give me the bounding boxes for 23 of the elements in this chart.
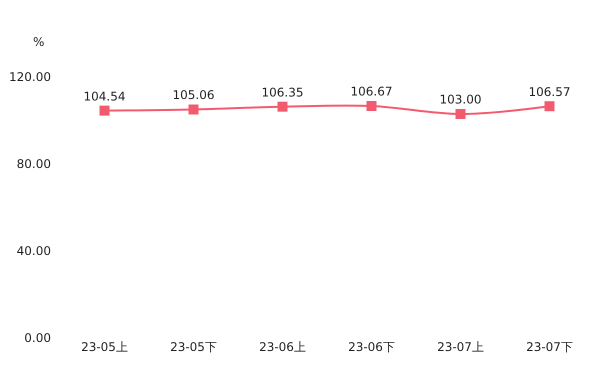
y-tick-label: 120.00 bbox=[9, 70, 51, 84]
data-label: 105.06 bbox=[172, 88, 214, 102]
point bbox=[100, 106, 110, 116]
point bbox=[278, 102, 288, 112]
data-label: 104.54 bbox=[84, 89, 126, 104]
x-tick-label: 23-07上 bbox=[437, 340, 484, 354]
point bbox=[544, 101, 554, 112]
point bbox=[366, 100, 376, 111]
x-tick-label: 23-05上 bbox=[81, 340, 128, 354]
data-label: 103.00 bbox=[440, 92, 482, 107]
y-tick-label: 80.00 bbox=[16, 157, 51, 172]
y-tick-label: 0.00 bbox=[24, 331, 51, 346]
y-axis-title: % bbox=[33, 35, 44, 49]
data-label: 106.67 bbox=[350, 84, 392, 99]
y-tick-label: 40.00 bbox=[16, 244, 51, 258]
point bbox=[188, 104, 198, 114]
data-label: 106.57 bbox=[528, 84, 570, 99]
x-tick-label: 23-06下 bbox=[348, 340, 395, 354]
data-label: 106.35 bbox=[262, 85, 304, 100]
x-tick-label: 23-06上 bbox=[259, 340, 306, 354]
x-tick-label: 23-07下 bbox=[526, 340, 573, 354]
point bbox=[456, 108, 466, 119]
x-tick-label: 23-05下 bbox=[170, 340, 217, 354]
